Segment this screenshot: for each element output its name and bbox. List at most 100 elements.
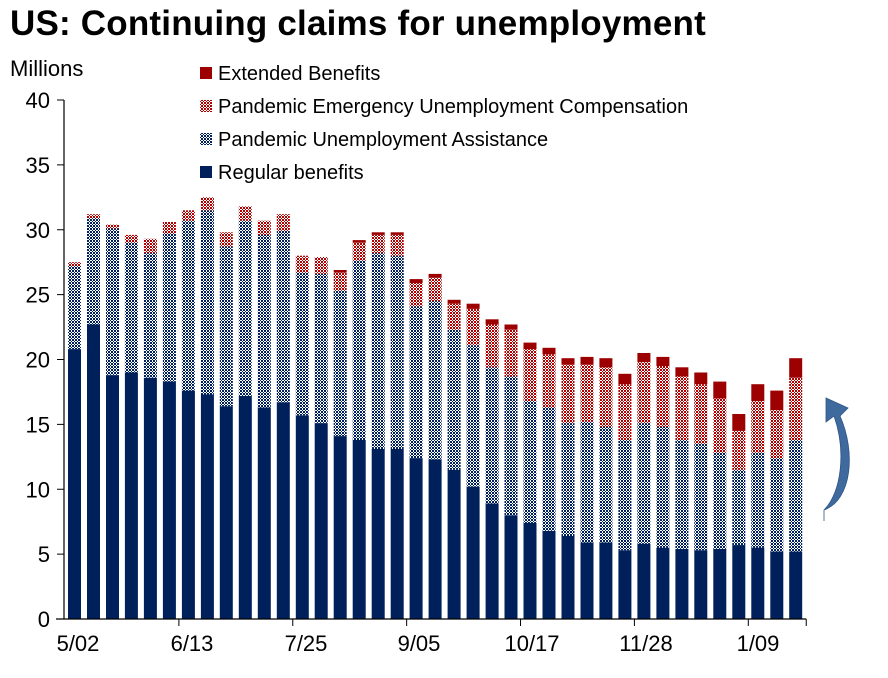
bar-segment-pandemic-emergency-unemployment-compensation — [523, 349, 537, 401]
bar-segment-regular-benefits — [295, 415, 309, 619]
bar-segment-pandemic-emergency-unemployment-compensation — [352, 242, 366, 261]
bar-segment-regular-benefits — [106, 375, 119, 619]
bar-segment-pandemic-unemployment-assistance — [542, 407, 556, 531]
bar-segment-pandemic-unemployment-assistance — [162, 233, 176, 382]
bar-segment-regular-benefits — [409, 458, 423, 619]
bar-segment-pandemic-unemployment-assistance — [295, 272, 309, 416]
bar-segment-regular-benefits — [124, 372, 138, 619]
legend-label: Pandemic Unemployment Assistance — [218, 129, 548, 151]
bar-segment-regular-benefits — [143, 377, 157, 619]
chart-title: US: Continuing claims for unemployment — [10, 4, 706, 43]
bar-segment-regular-benefits — [447, 469, 461, 619]
bar-segment-pandemic-unemployment-assistance — [276, 231, 290, 403]
bar-segment-regular-benefits — [656, 547, 670, 619]
bar-segment-pandemic-emergency-unemployment-compensation — [257, 220, 271, 235]
bar-segment-pandemic-emergency-unemployment-compensation — [219, 232, 233, 247]
bar-segment-pandemic-unemployment-assistance — [732, 469, 746, 546]
bar-segment-extended-benefits — [770, 390, 784, 411]
bar-segment-pandemic-unemployment-assistance — [523, 401, 537, 523]
bar-segment-extended-benefits — [485, 319, 499, 325]
bar-segment-extended-benefits — [542, 347, 556, 355]
bar-segment-regular-benefits — [542, 530, 556, 619]
bar-segment-regular-benefits — [599, 542, 613, 619]
bar-segment-regular-benefits — [219, 406, 233, 619]
bar-segment-regular-benefits — [466, 486, 480, 619]
bar-segment-extended-benefits — [466, 303, 480, 309]
bar-segment-pandemic-emergency-unemployment-compensation — [789, 377, 803, 440]
bar-segment-pandemic-emergency-unemployment-compensation — [466, 308, 480, 346]
bar-segment-regular-benefits — [789, 551, 803, 619]
bar-segment-regular-benefits — [314, 423, 328, 619]
bar-segment-pandemic-emergency-unemployment-compensation — [561, 364, 575, 424]
bar-segment-regular-benefits — [751, 547, 765, 619]
bar-segment-extended-benefits — [504, 324, 518, 330]
bar-segment-regular-benefits — [428, 459, 442, 619]
bar-segment-regular-benefits — [257, 407, 271, 619]
bar-segment-regular-benefits — [181, 390, 195, 619]
bar-segment-regular-benefits — [276, 402, 290, 619]
bar-segment-regular-benefits — [694, 550, 708, 619]
bar-segment-pandemic-unemployment-assistance — [390, 255, 404, 449]
bar-segment-pandemic-emergency-unemployment-compensation — [732, 430, 746, 470]
legend-label: Extended Benefits — [218, 63, 380, 85]
bar-segment-regular-benefits — [200, 394, 214, 619]
bar-segment-pandemic-emergency-unemployment-compensation — [314, 257, 328, 274]
legend-swatch — [200, 100, 212, 112]
bar-segment-pandemic-emergency-unemployment-compensation — [751, 401, 765, 453]
bar-segment-pandemic-unemployment-assistance — [257, 234, 271, 408]
bar-segment-regular-benefits — [333, 436, 347, 619]
y-axis-unit-label: Millions — [10, 56, 84, 81]
bar-segment-pandemic-emergency-unemployment-compensation — [580, 364, 594, 422]
bar-segment-pandemic-unemployment-assistance — [618, 439, 632, 551]
legend: Extended Benefits Pandemic Emergency Unem… — [200, 63, 688, 184]
bar-segment-regular-benefits — [770, 551, 784, 619]
bar-segment-extended-benefits — [523, 342, 537, 350]
bar-segment-pandemic-unemployment-assistance — [219, 246, 233, 407]
bar-segment-extended-benefits — [675, 367, 689, 377]
bar-segment-pandemic-emergency-unemployment-compensation — [713, 398, 727, 453]
bar-segment-pandemic-emergency-unemployment-compensation — [656, 366, 670, 427]
bar-segment-pandemic-emergency-unemployment-compensation — [162, 222, 176, 234]
bar-segment-extended-benefits — [713, 381, 727, 399]
bar-segment-pandemic-unemployment-assistance — [409, 306, 423, 459]
y-tick-label: 20 — [26, 348, 50, 373]
y-tick-label: 30 — [26, 218, 50, 243]
bar-segment-pandemic-unemployment-assistance — [87, 218, 100, 325]
bar-segment-pandemic-emergency-unemployment-compensation — [428, 277, 442, 302]
bar-segment-pandemic-emergency-unemployment-compensation — [618, 384, 632, 440]
bar-segment-extended-benefits — [789, 358, 803, 378]
bar-segment-extended-benefits — [371, 232, 385, 235]
bar-segment-pandemic-emergency-unemployment-compensation — [694, 384, 708, 444]
bar-segment-extended-benefits — [352, 240, 366, 243]
bar-segment-regular-benefits — [732, 545, 746, 619]
bar-segment-regular-benefits — [618, 550, 632, 619]
bar-segment-regular-benefits — [162, 381, 176, 619]
bar-segment-pandemic-unemployment-assistance — [561, 423, 575, 536]
bar-segment-extended-benefits — [333, 270, 347, 273]
x-tick-label: 11/28 — [619, 631, 672, 656]
bar-segment-regular-benefits — [713, 548, 727, 619]
legend-item-regular-benefits: Regular benefits — [200, 162, 364, 184]
bar-segment-extended-benefits — [694, 372, 708, 385]
bar-segment-pandemic-emergency-unemployment-compensation — [675, 376, 689, 440]
legend-swatch — [200, 133, 212, 145]
bar-segment-pandemic-emergency-unemployment-compensation — [371, 234, 385, 254]
bar-segment-pandemic-unemployment-assistance — [580, 421, 594, 543]
bar-segment-regular-benefits — [523, 523, 537, 619]
bar-segment-pandemic-emergency-unemployment-compensation — [390, 234, 404, 256]
x-tick-label: 1/09 — [737, 631, 780, 656]
bar-segment-pandemic-emergency-unemployment-compensation — [200, 197, 214, 211]
bar-segment-extended-benefits — [637, 353, 651, 363]
legend-label: Pandemic Emergency Unemployment Compensa… — [218, 96, 688, 118]
bar-segment-pandemic-emergency-unemployment-compensation — [637, 362, 651, 424]
bar-segment-pandemic-emergency-unemployment-compensation — [770, 410, 784, 459]
bar-segment-pandemic-emergency-unemployment-compensation — [504, 329, 518, 377]
bar-segment-pandemic-emergency-unemployment-compensation — [447, 303, 461, 330]
bar-segment-pandemic-unemployment-assistance — [694, 443, 708, 551]
x-tick-label: 7/25 — [285, 631, 328, 656]
y-tick-label: 15 — [26, 412, 50, 437]
bar-segment-regular-benefits — [485, 503, 499, 619]
bar-segment-pandemic-unemployment-assistance — [485, 367, 499, 504]
bar-segment-extended-benefits — [732, 414, 746, 431]
bar-segment-pandemic-unemployment-assistance — [143, 253, 157, 378]
